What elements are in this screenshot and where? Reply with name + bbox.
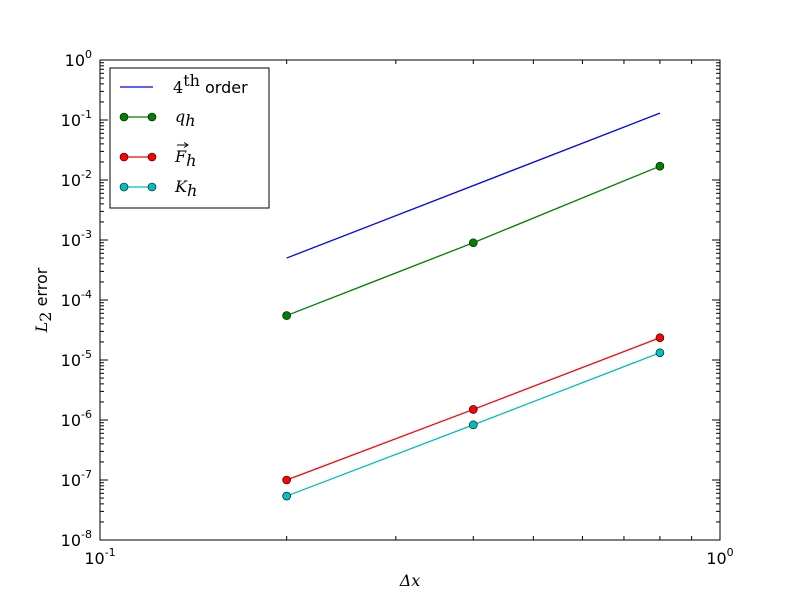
series-line-fourth-order	[286, 112, 661, 259]
data-point-k-h	[655, 348, 665, 358]
series-layer	[282, 112, 665, 501]
y-tick-label: 100	[65, 48, 92, 70]
data-point-k-h	[282, 491, 291, 501]
data-point-f-h	[655, 333, 665, 343]
data-point-q-h	[282, 311, 291, 320]
data-point-q-h	[655, 161, 665, 171]
y-tick-label: 10-7	[61, 468, 92, 490]
y-tick-label: 10-2	[61, 168, 92, 190]
legend-box	[109, 67, 270, 209]
y-tick-label: 10-6	[61, 408, 92, 430]
vector-arrow-icon	[177, 142, 189, 148]
y-tick-label: 10-4	[61, 288, 92, 310]
legend-label-q-h: qh	[175, 107, 196, 130]
data-point-f-h	[468, 405, 478, 414]
y-tick-label: 10-3	[61, 228, 92, 250]
data-point-q-h	[468, 238, 478, 248]
legend-marker-f-h	[119, 152, 129, 162]
data-point-f-h	[282, 475, 291, 485]
data-point-k-h	[468, 420, 478, 430]
legend: 4th order qh Fh Kh	[109, 67, 270, 209]
y-tick-label: 10-5	[61, 348, 92, 370]
legend-marker-k-h	[119, 182, 129, 192]
y-tick-label: 10-8	[61, 528, 92, 550]
y-tick-label: 10-1	[61, 108, 92, 130]
legend-marker-q-h	[119, 112, 129, 122]
legend-marker-k-h-2	[147, 182, 157, 192]
legend-marker-q-h-2	[147, 112, 157, 122]
x-tick-label: 10-1	[84, 546, 115, 568]
legend-label-f-h: Fh	[174, 147, 196, 170]
tick-layer: 10-8 10-7 10-6 10-5 10-4 10-3 10-2 10-1 100 10-1 1…	[61, 48, 734, 568]
legend-label-fourth-order: 4th order	[173, 71, 248, 97]
y-axis-label-rest: error	[32, 267, 51, 311]
y-axis-label: L2 error	[32, 267, 55, 333]
y-axis-label-sub: 2	[36, 312, 55, 322]
legend-marker-f-h-2	[147, 152, 157, 162]
x-axis-label: Δx	[399, 571, 421, 590]
y-axis-label-main: L	[32, 322, 51, 334]
legend-label-k-h: Kh	[174, 177, 197, 200]
x-tick-label: 100	[706, 546, 733, 568]
